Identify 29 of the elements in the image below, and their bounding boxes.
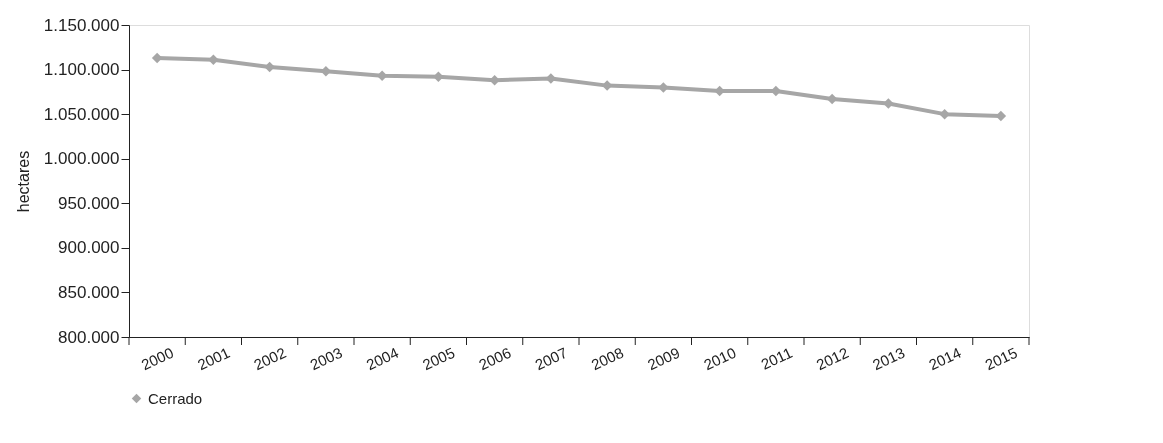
x-tick-label: 2014 xyxy=(926,343,964,374)
x-tick-label: 2002 xyxy=(251,343,289,374)
x-tick-label: 2001 xyxy=(194,343,233,374)
y-tick-label: 1.050.000 xyxy=(43,104,120,124)
y-tick-label: 1.150.000 xyxy=(43,15,120,35)
point xyxy=(208,54,219,66)
y-tick-label: 800.000 xyxy=(58,327,120,347)
x-tick-label: 2005 xyxy=(419,343,458,374)
x-tick-label: 2003 xyxy=(307,343,345,374)
y-tick-label: 1.100.000 xyxy=(43,60,120,80)
x-tick-label: 2006 xyxy=(476,343,514,374)
x-tick-label: 2009 xyxy=(644,343,683,374)
x-tick-label: 2004 xyxy=(363,343,401,374)
y-tick-label: 950.000 xyxy=(58,193,120,213)
x-tick-label: 2000 xyxy=(138,343,176,374)
x-tick-label: 2011 xyxy=(758,343,795,373)
y-tick-label: 900.000 xyxy=(58,238,120,258)
y-tick-label: 1.000.000 xyxy=(43,149,120,169)
x-tick-label: 2008 xyxy=(588,343,626,374)
legend-label: Cerrado xyxy=(148,389,203,407)
x-tick-label: 2012 xyxy=(813,343,851,374)
x-tick-label: 2007 xyxy=(532,343,570,374)
point xyxy=(939,108,950,120)
y-axis-title: hectares xyxy=(14,150,32,213)
x-tick-label: 2010 xyxy=(701,343,739,374)
y-tick-label: 850.000 xyxy=(58,282,120,302)
x-tick-label: 2015 xyxy=(982,343,1020,374)
point xyxy=(264,61,275,73)
x-tick-label: 2013 xyxy=(869,343,908,374)
